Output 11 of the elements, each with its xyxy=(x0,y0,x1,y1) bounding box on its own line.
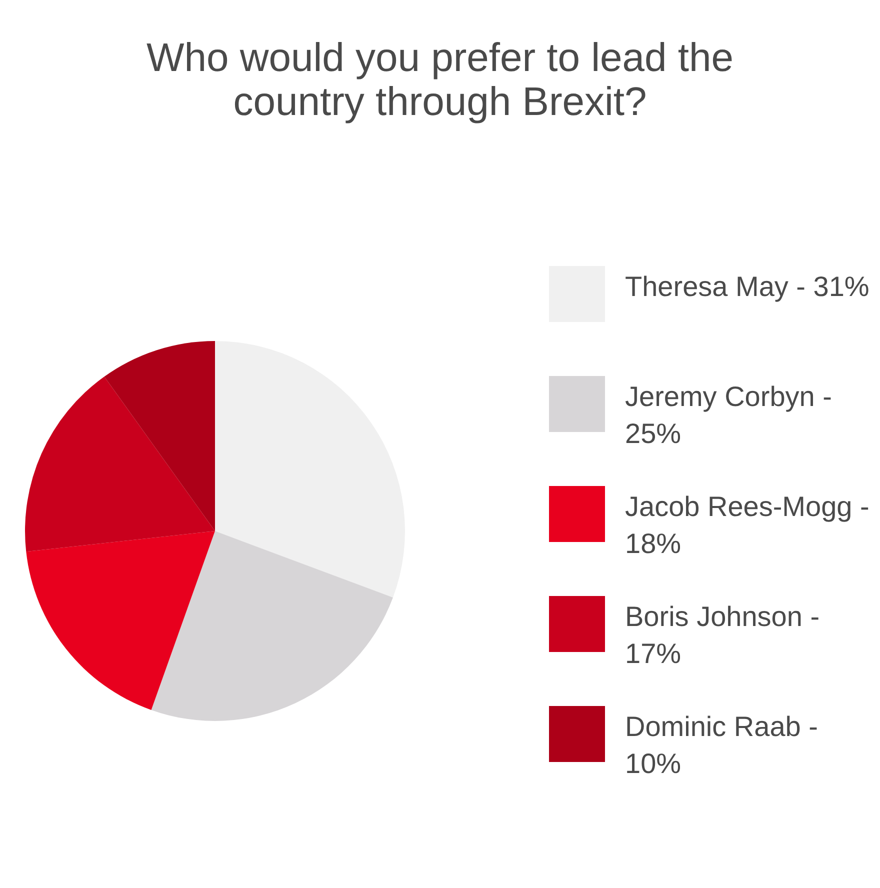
legend-label: Dominic Raab - 10% xyxy=(625,710,819,781)
legend-label: Jacob Rees-Mogg - 18% xyxy=(625,490,870,561)
chart-title: Who would you prefer to lead the country through Brexit? xyxy=(145,36,734,124)
legend-label: Boris Johnson - 17% xyxy=(625,600,821,671)
pie-slice xyxy=(26,531,215,710)
pie-slice xyxy=(104,341,215,531)
legend-label: Theresa May - 31% xyxy=(625,270,870,304)
pie-slice xyxy=(25,376,215,552)
pie-slice xyxy=(215,341,405,598)
pie-slice xyxy=(151,531,393,721)
legend-label: Jeremy Corbyn - 25% xyxy=(625,380,833,451)
